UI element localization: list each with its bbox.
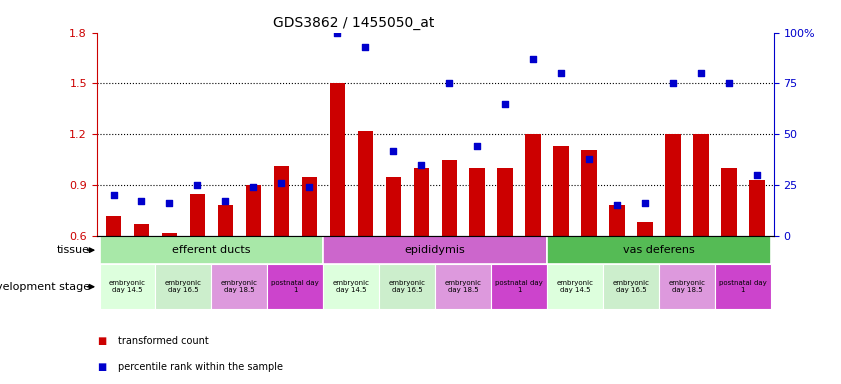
Point [107,192,120,199]
Point [695,70,708,76]
Bar [547,236,771,265]
Point [387,147,400,154]
Bar [749,180,764,236]
Point [611,202,624,209]
Text: vas deferens: vas deferens [623,245,695,255]
Bar [302,177,317,236]
Point [582,156,595,162]
Text: embryonic
day 14.5: embryonic day 14.5 [333,280,370,293]
Point [442,80,456,86]
Text: percentile rank within the sample: percentile rank within the sample [118,362,283,372]
Bar [603,265,659,309]
Text: tissue: tissue [57,245,90,255]
Text: embryonic
day 18.5: embryonic day 18.5 [445,280,482,293]
Bar [659,265,715,309]
Text: postnatal day
1: postnatal day 1 [495,280,543,293]
Point [554,70,568,76]
Point [275,180,288,186]
Text: embryonic
day 18.5: embryonic day 18.5 [669,280,706,293]
Bar [267,265,323,309]
Point [331,30,344,36]
Bar [106,215,121,236]
Bar [323,265,379,309]
Bar [547,265,603,309]
Bar [156,265,211,309]
Bar [246,185,261,236]
Bar [323,236,547,265]
Bar [435,265,491,309]
Point [722,80,736,86]
Bar [385,177,401,236]
Text: embryonic
day 18.5: embryonic day 18.5 [221,280,258,293]
Point [638,200,652,207]
Point [135,198,148,204]
Text: transformed count: transformed count [118,336,209,346]
Bar [498,168,513,236]
Bar [553,146,569,236]
Bar [491,265,547,309]
Bar [442,160,457,236]
Bar [99,236,323,265]
Point [358,44,372,50]
Point [162,200,176,207]
Bar [357,131,373,236]
Text: ■: ■ [97,362,106,372]
Bar [190,194,205,236]
Point [303,184,316,190]
Bar [161,233,177,236]
Point [470,143,484,149]
Point [415,162,428,168]
Text: embryonic
day 16.5: embryonic day 16.5 [389,280,426,293]
Point [219,198,232,204]
Point [499,101,512,107]
Text: embryonic
day 16.5: embryonic day 16.5 [165,280,202,293]
Bar [134,224,149,236]
Point [526,56,540,62]
Text: postnatal day
1: postnatal day 1 [719,280,767,293]
Bar [218,205,233,236]
Bar [610,205,625,236]
Text: ■: ■ [97,336,106,346]
Bar [211,265,267,309]
Bar [99,265,156,309]
Text: embryonic
day 14.5: embryonic day 14.5 [557,280,594,293]
Text: efferent ducts: efferent ducts [172,245,251,255]
Point [191,182,204,188]
Bar [637,222,653,236]
Bar [526,134,541,236]
Title: GDS3862 / 1455050_at: GDS3862 / 1455050_at [273,16,435,30]
Bar [581,149,597,236]
Point [666,80,680,86]
Point [750,172,764,178]
Bar [665,134,680,236]
Text: embryonic
day 14.5: embryonic day 14.5 [109,280,146,293]
Bar [715,265,771,309]
Bar [414,168,429,236]
Text: epididymis: epididymis [405,245,466,255]
Text: embryonic
day 16.5: embryonic day 16.5 [612,280,649,293]
Bar [693,134,709,236]
Bar [330,83,345,236]
Bar [469,168,485,236]
Bar [722,168,737,236]
Bar [273,167,289,236]
Point [246,184,260,190]
Text: postnatal day
1: postnatal day 1 [272,280,320,293]
Text: development stage: development stage [0,282,90,292]
Bar [379,265,435,309]
